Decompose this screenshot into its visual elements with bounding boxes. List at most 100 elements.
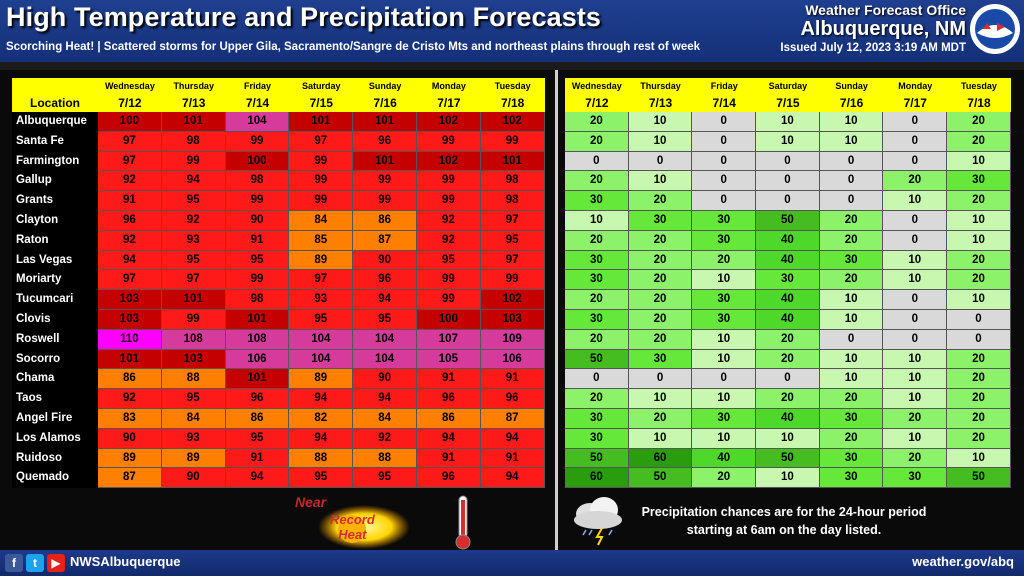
temp-cell: 103 xyxy=(98,309,162,330)
pop-cell: 20 xyxy=(883,408,948,429)
record-line: Record xyxy=(330,512,375,527)
temp-cell: 99 xyxy=(161,151,226,172)
pop-cell: 10 xyxy=(819,112,884,132)
pop-cell: 20 xyxy=(565,290,629,310)
temp-grid: Albuquerque 100 101 104 101 101 102 102 Santa Fe… xyxy=(12,112,545,489)
table-row: Gallup 92 94 98 99 99 99 98 xyxy=(12,171,545,192)
pop-cell: 20 xyxy=(883,448,948,469)
temp-cell: 101 xyxy=(98,349,162,370)
pop-cell: 0 xyxy=(692,131,757,152)
pop-cell: 0 xyxy=(819,171,884,192)
temp-cell: 96 xyxy=(416,389,481,409)
pop-cell: 40 xyxy=(756,230,820,251)
pop-cell: 10 xyxy=(819,290,884,310)
table-row: Las Vegas 94 95 95 89 90 95 97 xyxy=(12,250,545,271)
pop-cell: 20 xyxy=(947,250,1011,271)
pop-cell: 30 xyxy=(628,349,693,370)
date-header: 7/18 xyxy=(501,96,525,110)
day-header: Saturday xyxy=(768,81,808,91)
temp-cell: 90 xyxy=(225,210,290,231)
temp-cell: 97 xyxy=(98,151,162,172)
table-row: Raton 92 93 91 85 87 92 95 xyxy=(12,230,545,251)
temp-cell: 88 xyxy=(353,448,417,469)
temp-cell: 95 xyxy=(225,428,290,449)
temp-cell: 99 xyxy=(416,270,481,291)
temp-cell: 92 xyxy=(416,230,481,251)
pop-cell: 50 xyxy=(756,210,820,231)
pop-cell: 20 xyxy=(628,191,693,211)
pop-cell: 20 xyxy=(947,112,1011,132)
table-row: 50 30 10 20 10 10 20 xyxy=(565,349,1011,370)
pop-cell: 0 xyxy=(883,112,948,132)
pop-cell: 0 xyxy=(883,329,948,350)
website-link[interactable]: weather.gov/abq xyxy=(912,554,1014,569)
pop-cell: 30 xyxy=(819,448,884,469)
temp-cell: 91 xyxy=(225,448,290,469)
temp-cell: 95 xyxy=(225,250,290,271)
table-row: Roswell 110 108 108 104 104 107 109 xyxy=(12,329,545,350)
pop-cell: 20 xyxy=(819,270,884,291)
temp-cell: 92 xyxy=(98,230,162,251)
table-row: Clayton 96 92 90 84 86 92 97 xyxy=(12,210,545,231)
temp-cell: 101 xyxy=(161,290,226,310)
temp-cell: 98 xyxy=(225,171,290,192)
location-name: Farmington xyxy=(12,151,98,172)
facebook-icon[interactable]: f xyxy=(5,554,23,572)
pop-cell: 40 xyxy=(756,408,820,429)
pop-cell: 20 xyxy=(947,428,1011,449)
pop-cell: 10 xyxy=(692,270,757,291)
temp-cell: 95 xyxy=(289,468,354,489)
date-header: 7/16 xyxy=(373,96,397,110)
pop-cell: 20 xyxy=(756,389,820,409)
temp-cell: 85 xyxy=(289,230,354,251)
social-handle[interactable]: NWSAlbuquerque xyxy=(70,554,181,569)
date-header: 7/14 xyxy=(245,96,270,110)
pop-cell: 20 xyxy=(756,329,820,350)
storm-cloud-icon xyxy=(574,497,622,546)
pop-cell: 20 xyxy=(565,131,629,152)
pop-cell: 0 xyxy=(819,329,884,350)
date-header: 7/18 xyxy=(967,96,991,110)
temp-cell: 99 xyxy=(161,309,226,330)
pop-day-header: Wednesday Thursday Friday Saturday Sunday Mon… xyxy=(565,78,1011,94)
temp-cell: 90 xyxy=(353,369,417,390)
temp-cell: 93 xyxy=(161,230,226,251)
temp-cell: 108 xyxy=(161,329,226,350)
pop-cell: 0 xyxy=(756,171,820,192)
pop-cell: 10 xyxy=(565,210,629,231)
temp-cell: 99 xyxy=(480,131,545,152)
youtube-icon[interactable]: ▶ xyxy=(47,554,65,572)
pop-cell: 30 xyxy=(565,191,629,211)
date-header: 7/14 xyxy=(712,96,736,110)
location-name: Los Alamos xyxy=(12,428,98,449)
pop-cell: 20 xyxy=(628,270,693,291)
pop-cell: 20 xyxy=(628,408,693,429)
temp-cell: 102 xyxy=(416,112,481,132)
pop-cell: 30 xyxy=(565,408,629,429)
pop-cell: 20 xyxy=(819,389,884,409)
twitter-icon[interactable]: t xyxy=(26,554,44,572)
temp-cell: 95 xyxy=(161,389,226,409)
temp-cell: 87 xyxy=(353,230,417,251)
table-row: Tucumcari 103 101 98 93 94 99 102 xyxy=(12,290,545,310)
pop-cell: 10 xyxy=(819,369,884,390)
location-name: Chama xyxy=(12,369,98,390)
temp-cell: 101 xyxy=(353,112,417,132)
temp-cell: 84 xyxy=(289,210,354,231)
footer: f t ▶ NWSAlbuquerque weather.gov/abq xyxy=(0,550,1024,576)
table-row: 20 20 10 20 0 0 0 xyxy=(565,329,1011,350)
pop-cell: 30 xyxy=(819,468,884,489)
temp-cell: 104 xyxy=(225,112,290,132)
location-name: Las Vegas xyxy=(12,250,98,271)
pop-cell: 20 xyxy=(692,468,757,489)
temp-cell: 101 xyxy=(353,151,417,172)
pop-cell: 0 xyxy=(883,309,948,330)
pop-cell: 10 xyxy=(947,230,1011,251)
pop-cell: 30 xyxy=(692,309,757,330)
temp-cell: 94 xyxy=(289,389,354,409)
pop-cell: 30 xyxy=(692,408,757,429)
pop-cell: 20 xyxy=(947,270,1011,291)
pop-cell: 0 xyxy=(947,309,1011,330)
temp-cell: 99 xyxy=(225,270,290,291)
date-header: 7/15 xyxy=(309,96,333,110)
